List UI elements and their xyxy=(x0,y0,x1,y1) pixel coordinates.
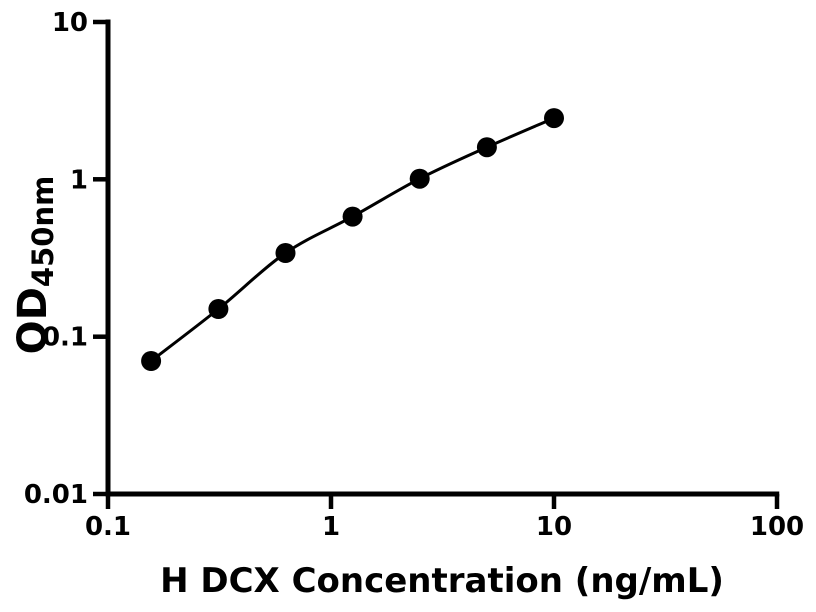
y-axis-title: OD450nm xyxy=(10,176,60,355)
x-axis-tick-label: 100 xyxy=(750,512,804,542)
data-point-marker xyxy=(141,351,162,371)
x-axis-tick-label: 10 xyxy=(536,512,572,542)
axis-lines xyxy=(105,19,780,497)
data-point-marker xyxy=(342,206,363,227)
data-point-marker xyxy=(476,137,497,158)
y-axis-tick-label: 1 xyxy=(70,165,88,195)
y-axis-title-main: OD xyxy=(10,287,56,354)
data-point-marker xyxy=(275,243,296,263)
data-point-marker xyxy=(409,168,430,189)
x-axis-tick-label: 1 xyxy=(322,512,340,542)
y-axis-title-sub: 450nm xyxy=(26,176,60,287)
y-axis-tick-label: 0.01 xyxy=(24,480,88,510)
x-axis-title: H DCX Concentration (ng/mL) xyxy=(160,561,724,601)
y-axis-tick-label: 10 xyxy=(52,8,88,38)
data-point-marker xyxy=(544,108,564,129)
data-point-marker xyxy=(208,299,229,319)
x-axis-tick-label: 0.1 xyxy=(85,512,131,542)
y-axis-tick-label: 0.1 xyxy=(42,323,88,353)
